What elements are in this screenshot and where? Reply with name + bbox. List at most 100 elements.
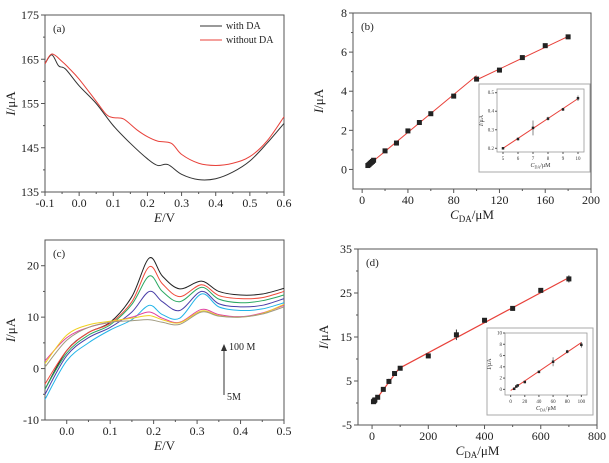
- x-tick-label: 0.3: [174, 196, 189, 210]
- y-axis-unit: /μA: [3, 91, 18, 112]
- x-axis-subscript: DA: [540, 408, 546, 413]
- data-point: [565, 34, 571, 40]
- x-tick-label: 80: [448, 193, 460, 207]
- x-tick-label: 0.2: [146, 424, 161, 438]
- annotation-top: 100 M: [229, 342, 256, 353]
- data-point: [453, 332, 459, 338]
- x-tick-label: 600: [532, 429, 550, 443]
- data-point: [380, 386, 386, 392]
- x-axis-symbol: E: [153, 438, 162, 453]
- x-axis-label: CDA/μM: [456, 443, 500, 460]
- y-tick-label: 8: [341, 6, 347, 20]
- y-tick-label: 0: [341, 162, 347, 176]
- y-tick-label: 25: [340, 286, 352, 300]
- y-tick-label: 35: [340, 242, 352, 256]
- inset-data-point: [546, 117, 550, 120]
- x-axis-unit: /μM: [472, 207, 495, 222]
- data-point: [496, 67, 502, 73]
- y-tick-label: 10: [27, 310, 39, 324]
- y-tick-label: 10: [497, 332, 503, 337]
- panel-label: (d): [366, 257, 379, 269]
- y-axis-label: I/μA: [3, 91, 18, 117]
- y-axis-symbol: I: [3, 337, 18, 343]
- x-axis-unit: /μM: [540, 163, 551, 169]
- x-axis-unit: /V: [162, 438, 176, 453]
- x-tick-label: 0.5: [277, 424, 292, 438]
- x-tick-label: 0.4: [208, 196, 223, 210]
- y-tick-label: 0.4: [488, 110, 495, 115]
- x-tick-label: 400: [476, 429, 494, 443]
- x-axis-unit: /μM: [546, 406, 557, 412]
- data-point: [425, 353, 431, 359]
- x-tick-label: 200: [419, 429, 437, 443]
- data-point: [382, 148, 388, 154]
- x-tick-label: 0.4: [233, 424, 248, 438]
- panel-label: (c): [53, 248, 66, 260]
- x-tick-label: 200: [582, 193, 600, 207]
- x-tick-label: 20: [522, 400, 528, 405]
- series-line: [44, 293, 285, 400]
- x-tick-label: 0.3: [190, 424, 205, 438]
- inset-data-point: [561, 108, 565, 111]
- x-axis-subscript: DA: [459, 214, 472, 224]
- y-tick-label: 6: [500, 354, 503, 359]
- data-point: [371, 157, 377, 163]
- inset-data-point: [516, 384, 519, 387]
- data-point: [519, 55, 525, 61]
- x-tick-label: 0: [509, 400, 512, 405]
- y-tick-label: 15: [340, 330, 352, 344]
- y-axis-unit: /μA: [311, 88, 326, 109]
- chart-panel-a: -0.1 0.0 0.1 0.2 0.3 0.4 0.5 0.6 135 145 155 165 175…: [3, 8, 292, 225]
- inset-data-point: [523, 380, 527, 384]
- x-tick-label: 0.1: [103, 424, 118, 438]
- x-axis-label: CDA/μM: [536, 406, 557, 413]
- x-tick-label: 0.0: [72, 196, 87, 210]
- inset-data-point: [576, 97, 580, 100]
- x-tick-label: 7: [532, 157, 535, 162]
- y-axis-unit: /μA: [479, 114, 485, 124]
- series-line: [44, 303, 285, 364]
- y-tick-label: -5: [342, 418, 352, 432]
- x-axis-symbol: C: [530, 163, 535, 169]
- y-tick-label: 8: [500, 343, 503, 348]
- y-axis-symbol: I: [311, 108, 326, 114]
- y-tick-label: 0: [500, 388, 503, 393]
- y-axis-symbol: I: [487, 367, 493, 371]
- x-tick-label: 10: [576, 157, 582, 162]
- plot-frame: [44, 239, 285, 421]
- plot-frame: [352, 12, 592, 190]
- x-tick-label: 60: [551, 400, 557, 405]
- x-axis-unit: /μM: [477, 443, 500, 458]
- x-tick-label: 120: [490, 193, 508, 207]
- x-tick-label: 0.2: [140, 196, 155, 210]
- x-tick-label: 0.5: [242, 196, 257, 210]
- x-axis-label: E/V: [153, 438, 176, 453]
- y-tick-label: 155: [21, 97, 39, 111]
- y-tick-label: 0.2: [488, 147, 495, 152]
- x-tick-label: 80: [565, 400, 571, 405]
- inset-data-point: [580, 343, 583, 347]
- x-tick-label: 9: [562, 157, 565, 162]
- data-point: [482, 317, 488, 323]
- series-line: [44, 265, 285, 385]
- series-line: [44, 54, 285, 181]
- x-axis-label: E/V: [153, 210, 176, 225]
- x-tick-label: -0.1: [36, 196, 55, 210]
- y-axis-symbol: I: [479, 123, 485, 127]
- y-axis-symbol: I: [3, 111, 18, 117]
- x-axis-subscript: DA: [535, 165, 541, 170]
- data-point: [542, 43, 548, 49]
- y-axis-label: I/μA: [316, 324, 331, 350]
- y-tick-label: 4: [341, 84, 347, 98]
- y-tick-label: 0.5: [488, 91, 495, 96]
- data-point: [375, 394, 381, 400]
- y-tick-label: 2: [500, 377, 503, 382]
- y-tick-label: 2: [341, 123, 347, 137]
- data-point: [428, 111, 434, 117]
- y-tick-label: 20: [27, 259, 39, 273]
- chart-panel-c: 0.0 0.1 0.2 0.3 0.4 0.5 -10 0 10 20 E/V I/μA (c) 100 …: [3, 239, 292, 453]
- data-point: [474, 76, 480, 82]
- y-tick-label: 6: [341, 45, 347, 59]
- inset-fit-line: [502, 98, 579, 149]
